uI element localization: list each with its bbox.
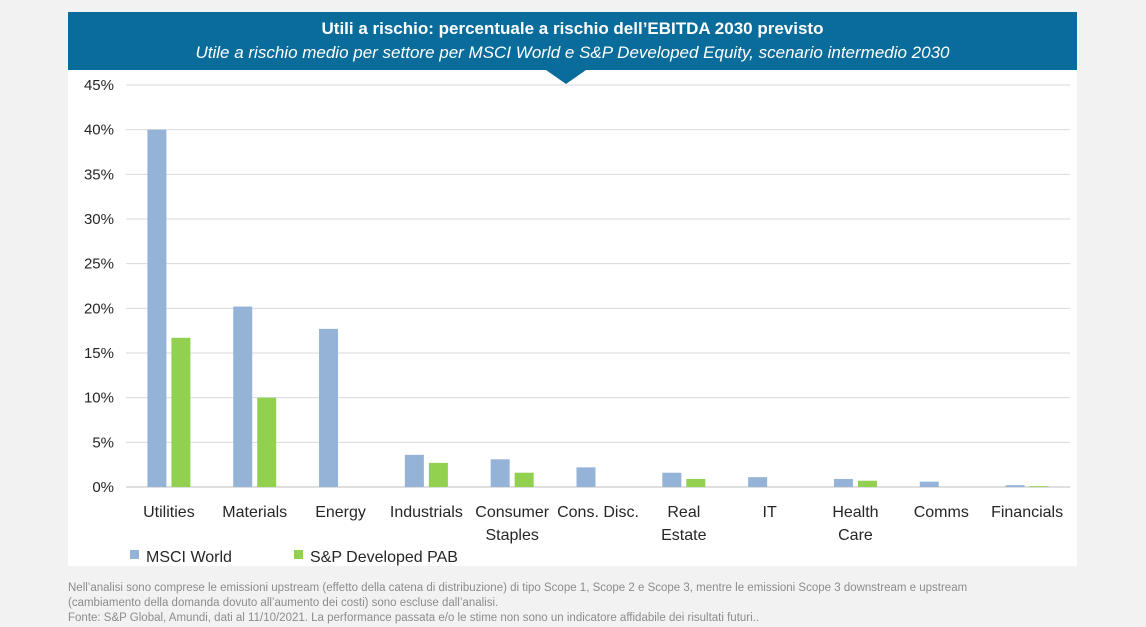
y-tick-label: 40% bbox=[84, 122, 114, 139]
x-tick-label: Cons. Disc. bbox=[557, 504, 639, 521]
y-tick-label: 15% bbox=[84, 345, 114, 362]
bar-msci-world bbox=[576, 467, 596, 487]
x-tick-label: Utilities bbox=[143, 504, 195, 521]
chart-subtitle: Utile a rischio medio per settore per MS… bbox=[195, 43, 950, 62]
x-tick-label: Estate bbox=[661, 527, 706, 544]
bar-msci-world bbox=[147, 129, 167, 487]
y-tick-label: 30% bbox=[84, 211, 114, 228]
footnote-source: Fonte: S&P Global, Amundi, dati al 11/10… bbox=[68, 612, 760, 624]
y-tick-label: 10% bbox=[84, 390, 114, 407]
x-tick-label: Materials bbox=[222, 504, 287, 521]
bar-sp-developed-pab bbox=[428, 462, 448, 487]
bar-msci-world bbox=[919, 481, 939, 487]
bar-sp-developed-pab bbox=[257, 397, 277, 487]
bar-sp-developed-pab bbox=[171, 337, 191, 487]
bar-msci-world bbox=[748, 477, 768, 487]
legend-label: MSCI World bbox=[146, 549, 232, 566]
chart-card: 0% 5% 10% 15% 20% 25% 30% 35% 40% 45% Utilities Ma… bbox=[68, 12, 1077, 566]
y-tick-label: 5% bbox=[92, 434, 114, 451]
x-tick-label: Industrials bbox=[390, 504, 463, 521]
x-tick-label: Comms bbox=[914, 504, 969, 521]
bar-msci-world bbox=[233, 306, 253, 487]
x-axis-ticks: Utilities Materials Energy Industrials Consu… bbox=[143, 504, 1063, 544]
y-tick-label: 25% bbox=[84, 256, 114, 273]
x-tick-label: IT bbox=[763, 504, 777, 521]
bar-msci-world bbox=[319, 328, 339, 487]
bar-sp-developed-pab bbox=[514, 472, 534, 487]
gridlines bbox=[126, 84, 1070, 488]
bars bbox=[147, 129, 1049, 487]
bar-msci-world bbox=[404, 454, 424, 487]
x-tick-label: Consumer bbox=[475, 504, 549, 521]
banner-pointer bbox=[546, 70, 586, 84]
bar-sp-developed-pab bbox=[857, 480, 877, 487]
x-tick-label: Financials bbox=[991, 504, 1063, 521]
x-tick-label: Real bbox=[667, 504, 700, 521]
y-tick-label: 20% bbox=[84, 300, 114, 317]
bar-sp-developed-pab bbox=[686, 478, 706, 487]
bar-msci-world bbox=[833, 478, 853, 487]
bar-msci-world bbox=[490, 459, 510, 487]
y-tick-label: 35% bbox=[84, 166, 114, 183]
legend: MSCI World S&P Developed PAB bbox=[130, 549, 458, 566]
y-tick-label: 45% bbox=[84, 77, 114, 94]
legend-label: S&P Developed PAB bbox=[310, 549, 458, 566]
y-axis-ticks: 0% 5% 10% 15% 20% 25% 30% 35% 40% 45% bbox=[84, 77, 114, 496]
legend-swatch bbox=[294, 550, 303, 559]
x-tick-label: Health bbox=[832, 504, 878, 521]
y-tick-label: 0% bbox=[92, 479, 114, 496]
bar-msci-world bbox=[662, 472, 682, 487]
footnote-line: Nell’analisi sono comprese le emissioni … bbox=[68, 582, 968, 594]
legend-swatch bbox=[130, 550, 139, 559]
x-tick-label: Care bbox=[838, 527, 873, 544]
footnote: Nell’analisi sono comprese le emissioni … bbox=[68, 581, 1108, 626]
bar-msci-world bbox=[1005, 485, 1025, 487]
chart-title: Utili a rischio: percentuale a rischio d… bbox=[321, 19, 824, 38]
title-banner: Utili a rischio: percentuale a rischio d… bbox=[68, 12, 1077, 70]
bar-chart: 0% 5% 10% 15% 20% 25% 30% 35% 40% 45% Utilities Ma… bbox=[84, 77, 1070, 566]
bar-sp-developed-pab bbox=[1029, 486, 1049, 487]
footnote-line: (cambiamento della domanda dovuto all’au… bbox=[68, 597, 499, 609]
x-tick-label: Staples bbox=[485, 527, 538, 544]
x-tick-label: Energy bbox=[315, 504, 366, 521]
